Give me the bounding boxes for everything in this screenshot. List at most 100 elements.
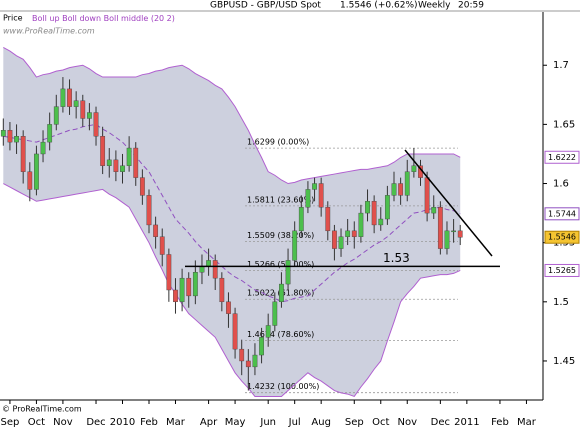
- candle-body: [358, 212, 364, 237]
- candle-body: [351, 230, 357, 237]
- candle-body: [173, 289, 178, 303]
- legend-entry: Boll down: [62, 14, 101, 23]
- band-line: [3, 183, 461, 398]
- candle-body: [219, 277, 225, 303]
- watermark: www.ProRealTime.com: [3, 27, 95, 36]
- legend-params: (20 2): [151, 14, 175, 23]
- candle-body: [153, 224, 159, 237]
- value-badge: [544, 150, 580, 164]
- candle-body: [34, 153, 39, 190]
- candle-body: [179, 277, 185, 303]
- candle-body: [73, 100, 79, 107]
- value-badge: [544, 207, 580, 221]
- candle-body: [252, 354, 258, 368]
- x-tick-label: Feb: [491, 417, 509, 428]
- candle-body: [391, 183, 397, 196]
- candle-body: [7, 130, 13, 143]
- y-tick-label: 1.5: [553, 297, 569, 308]
- x-tick-label: Dec: [431, 417, 450, 428]
- y-tick-label: 1.65: [553, 119, 575, 130]
- value-badge-label: 1.5265: [548, 266, 576, 275]
- candle-body: [120, 165, 125, 172]
- candle-body: [40, 141, 46, 155]
- candle-body: [371, 201, 377, 226]
- candle-body: [285, 260, 291, 285]
- candle-body: [332, 230, 337, 249]
- value-badge-label: 1.5546: [548, 233, 576, 242]
- candle-body: [305, 189, 311, 208]
- value-badge-label: 1.6222: [548, 153, 576, 162]
- fib-label: 1.4674 (78.60%): [247, 330, 314, 339]
- header: GBPUSD - GBP/USD Spot 1.5546 (+0.62%) We…: [210, 1, 484, 11]
- y-tick-label: 1.6: [553, 179, 569, 190]
- candle-body: [292, 230, 298, 261]
- candle-body: [444, 230, 450, 249]
- candle-body: [404, 171, 410, 196]
- candle-body: [93, 112, 99, 137]
- fib-label: 1.5811 (23.60%): [247, 195, 314, 204]
- x-tick-label: Nov: [397, 417, 417, 428]
- candle-body: [411, 165, 417, 172]
- candle-body: [226, 301, 231, 314]
- legend-entry: Boll middle: [104, 14, 149, 23]
- candle-body: [146, 195, 152, 226]
- x-tick-label: 2010: [110, 417, 135, 428]
- x-tick-label: Mar: [517, 417, 537, 428]
- candle-body: [437, 206, 443, 249]
- fib-label: 1.6299 (0.00%): [247, 138, 309, 147]
- y-tick-label: 1.45: [553, 356, 575, 367]
- candle-body: [0, 130, 6, 137]
- x-tick-label: Apr: [200, 417, 218, 428]
- x-tick-label: Sep: [345, 417, 364, 428]
- candle-body: [133, 147, 139, 178]
- x-tick-label: Jun: [259, 417, 276, 428]
- x-tick-label: Nov: [53, 417, 73, 428]
- x-tick-label: Jul: [288, 417, 301, 428]
- fib-label: 1.5509 (38.20%): [247, 231, 314, 240]
- band-fill: [3, 47, 461, 397]
- candle-body: [47, 124, 53, 143]
- candle-body: [166, 254, 172, 291]
- candle-body: [318, 183, 324, 208]
- candle-body: [245, 360, 251, 368]
- candle-body: [451, 230, 457, 233]
- x-tick-label: Oct: [28, 417, 45, 428]
- value-badge: [544, 230, 580, 244]
- candle-body: [14, 136, 19, 143]
- candle-body: [279, 283, 284, 303]
- candle-body: [325, 206, 331, 232]
- candle-body: [27, 171, 33, 190]
- candle-body: [384, 195, 390, 220]
- y-tick-label: 1.7: [553, 60, 569, 71]
- candle-body: [199, 266, 205, 273]
- plot-area: 1.6299 (0.00%) 1.5811 (23.60%) 1.5509 (38.…: [0, 47, 500, 398]
- value-badge: [544, 263, 580, 277]
- candle-body: [206, 260, 211, 267]
- candle-body: [126, 147, 132, 166]
- candle-body: [192, 272, 198, 297]
- value-badge-label: 1.5744: [548, 209, 576, 218]
- candle-body: [67, 88, 72, 107]
- x-tick-label: 2011: [454, 417, 479, 428]
- candle-body: [86, 112, 92, 119]
- candle-body: [424, 177, 430, 214]
- candle-body: [60, 88, 66, 107]
- fib-label: 1.5266 (50.00%): [247, 260, 314, 269]
- candle-body: [431, 206, 437, 214]
- candle-body: [232, 313, 238, 350]
- candle-body: [212, 260, 218, 279]
- candle-body: [272, 301, 278, 326]
- fib-label: 1.4232 (100.00%): [247, 382, 319, 391]
- candle-body: [106, 159, 112, 166]
- price-label: Price: [3, 14, 23, 23]
- x-tick-label: May: [225, 417, 246, 428]
- trend-line: [404, 149, 493, 257]
- legend-entry: Boll up: [32, 14, 60, 23]
- candle-body: [365, 201, 370, 214]
- candle-body: [139, 177, 145, 196]
- candle-body: [259, 337, 264, 356]
- x-tick-label: Sep: [1, 417, 20, 428]
- candle-body: [80, 100, 86, 119]
- band-line: [3, 123, 461, 303]
